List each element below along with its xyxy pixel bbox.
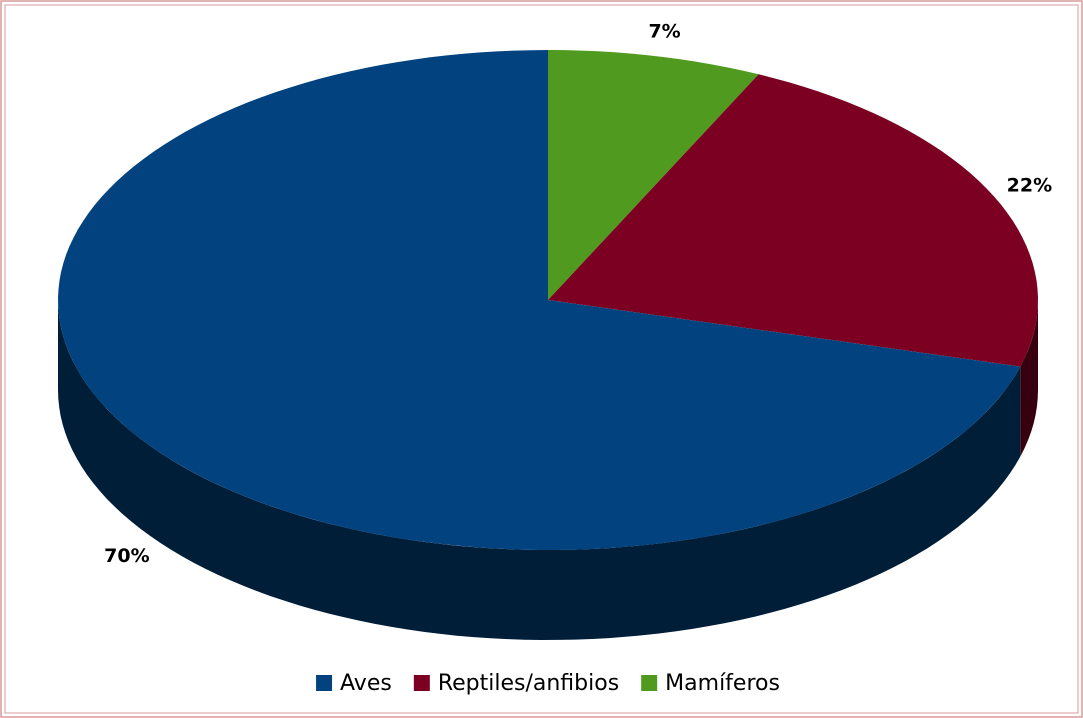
legend-swatch bbox=[413, 675, 430, 691]
slice bbox=[548, 50, 759, 300]
data-label: 7% bbox=[648, 20, 680, 42]
legend-swatch bbox=[641, 675, 658, 691]
slice-side bbox=[1020, 300, 1038, 457]
slice-side bbox=[58, 300, 1021, 640]
legend-label: Mamíferos bbox=[665, 671, 780, 696]
legend-label: Reptiles/anfibios bbox=[438, 671, 619, 696]
data-label: 70% bbox=[104, 545, 149, 567]
legend-swatch bbox=[316, 675, 333, 691]
legend-label: Aves bbox=[340, 671, 392, 696]
inner-border bbox=[4, 4, 1079, 714]
data-label: 22% bbox=[1007, 174, 1052, 196]
slice bbox=[548, 74, 1038, 367]
slice bbox=[58, 50, 1021, 550]
